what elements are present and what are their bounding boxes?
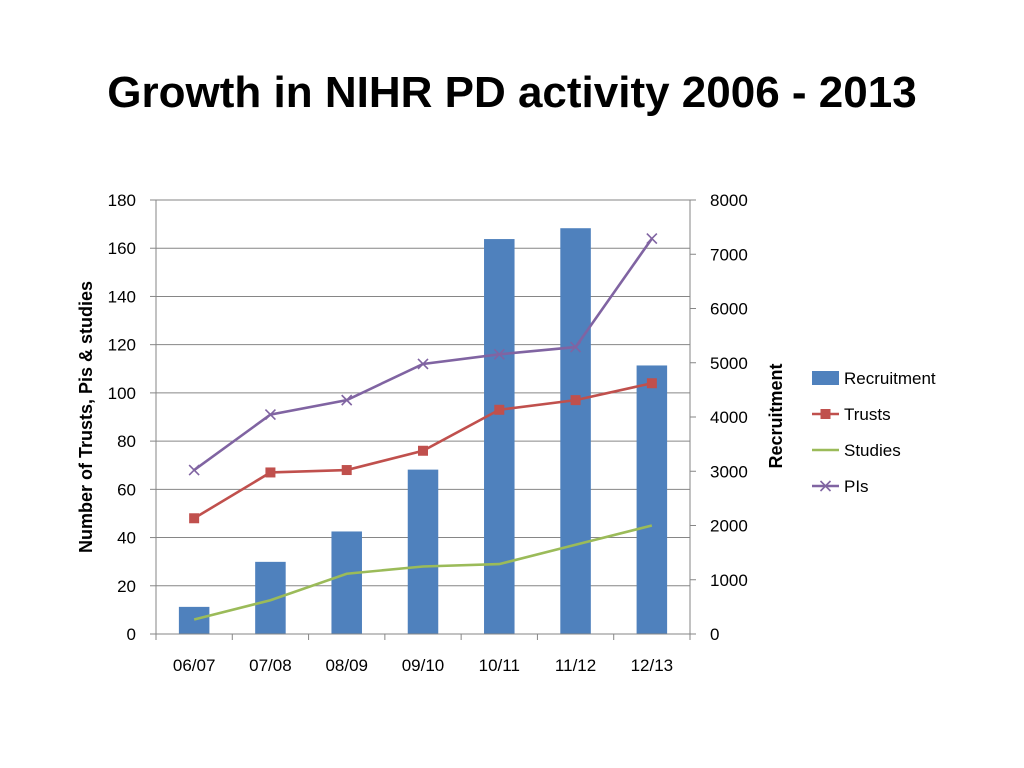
bar-recruitment	[484, 239, 515, 634]
bar-recruitment	[636, 365, 668, 634]
right-tick-label: 3000	[710, 462, 748, 481]
legend-label: Trusts	[844, 405, 891, 424]
point-pis	[417, 358, 429, 370]
right-tick-label: 5000	[710, 354, 748, 373]
category-label: 11/12	[555, 656, 596, 675]
bar-recruitment	[331, 531, 362, 634]
point-trusts	[418, 445, 428, 456]
bar-recruitment	[255, 561, 286, 634]
right-axis-title: Recruitment	[766, 363, 786, 468]
point-trusts	[189, 513, 200, 524]
point-pis	[646, 233, 658, 245]
line-series	[188, 233, 658, 621]
category-label: 09/10	[402, 656, 445, 675]
point-pis	[188, 464, 200, 476]
category-label: 12/13	[631, 656, 674, 675]
left-tick-label: 120	[108, 336, 136, 355]
point-trusts	[646, 378, 657, 389]
left-tick-label: 40	[117, 529, 136, 548]
legend-marker	[819, 480, 832, 492]
point-pis	[264, 409, 276, 421]
right-tick-label: 6000	[710, 300, 748, 319]
point-trusts	[494, 404, 505, 415]
legend-swatch	[812, 371, 839, 385]
point-pis	[341, 394, 353, 406]
left-tick-label: 80	[117, 432, 136, 451]
left-tick-label: 0	[127, 625, 136, 644]
point-trusts	[265, 467, 276, 478]
legend: Recruitment Trusts Studies PIs	[812, 369, 936, 496]
legend-item-recruitment: Recruitment	[812, 369, 936, 388]
bar-recruitment	[407, 469, 439, 634]
left-tick-label: 160	[108, 239, 136, 258]
axes	[150, 199, 696, 640]
slide-title: Growth in NIHR PD activity 2006 - 2013	[107, 68, 917, 117]
category-label: 06/07	[173, 656, 216, 675]
left-tick-label: 180	[108, 191, 136, 210]
point-trusts	[570, 395, 581, 406]
right-tick-label: 2000	[710, 517, 748, 536]
right-tick-label: 0	[710, 625, 719, 644]
left-axis-title: Number of Trusts, Pis & studies	[76, 281, 96, 553]
left-tick-label: 20	[117, 577, 136, 596]
legend-label: Studies	[844, 441, 901, 460]
category-label: 07/08	[249, 656, 292, 675]
right-tick-label: 4000	[710, 408, 748, 427]
recruitment-bars	[178, 228, 668, 634]
line-studies	[193, 524, 653, 621]
point-pis	[570, 341, 582, 353]
right-tick-label: 7000	[710, 245, 748, 264]
legend-marker	[820, 409, 831, 419]
bar-recruitment	[560, 228, 591, 634]
right-tick-label: 1000	[710, 571, 748, 590]
left-tick-label: 140	[108, 287, 136, 306]
left-tick-label: 100	[108, 384, 136, 403]
point-trusts	[341, 465, 352, 476]
category-label: 10/11	[479, 656, 520, 675]
legend-item-trusts: Trusts	[812, 405, 891, 424]
legend-item-pis: PIs	[812, 477, 869, 496]
axis-labels: 0 20 40 60 80 100 120 140 160 180 0 1000 2000 3000 400…	[76, 191, 786, 675]
legend-label: Recruitment	[844, 369, 936, 388]
point-pis	[493, 348, 505, 360]
left-tick-label: 60	[117, 480, 136, 499]
bar-recruitment	[178, 606, 210, 634]
legend-label: PIs	[844, 477, 869, 496]
legend-item-studies: Studies	[812, 441, 901, 460]
category-label: 08/09	[325, 656, 368, 675]
right-tick-label: 8000	[710, 191, 748, 210]
